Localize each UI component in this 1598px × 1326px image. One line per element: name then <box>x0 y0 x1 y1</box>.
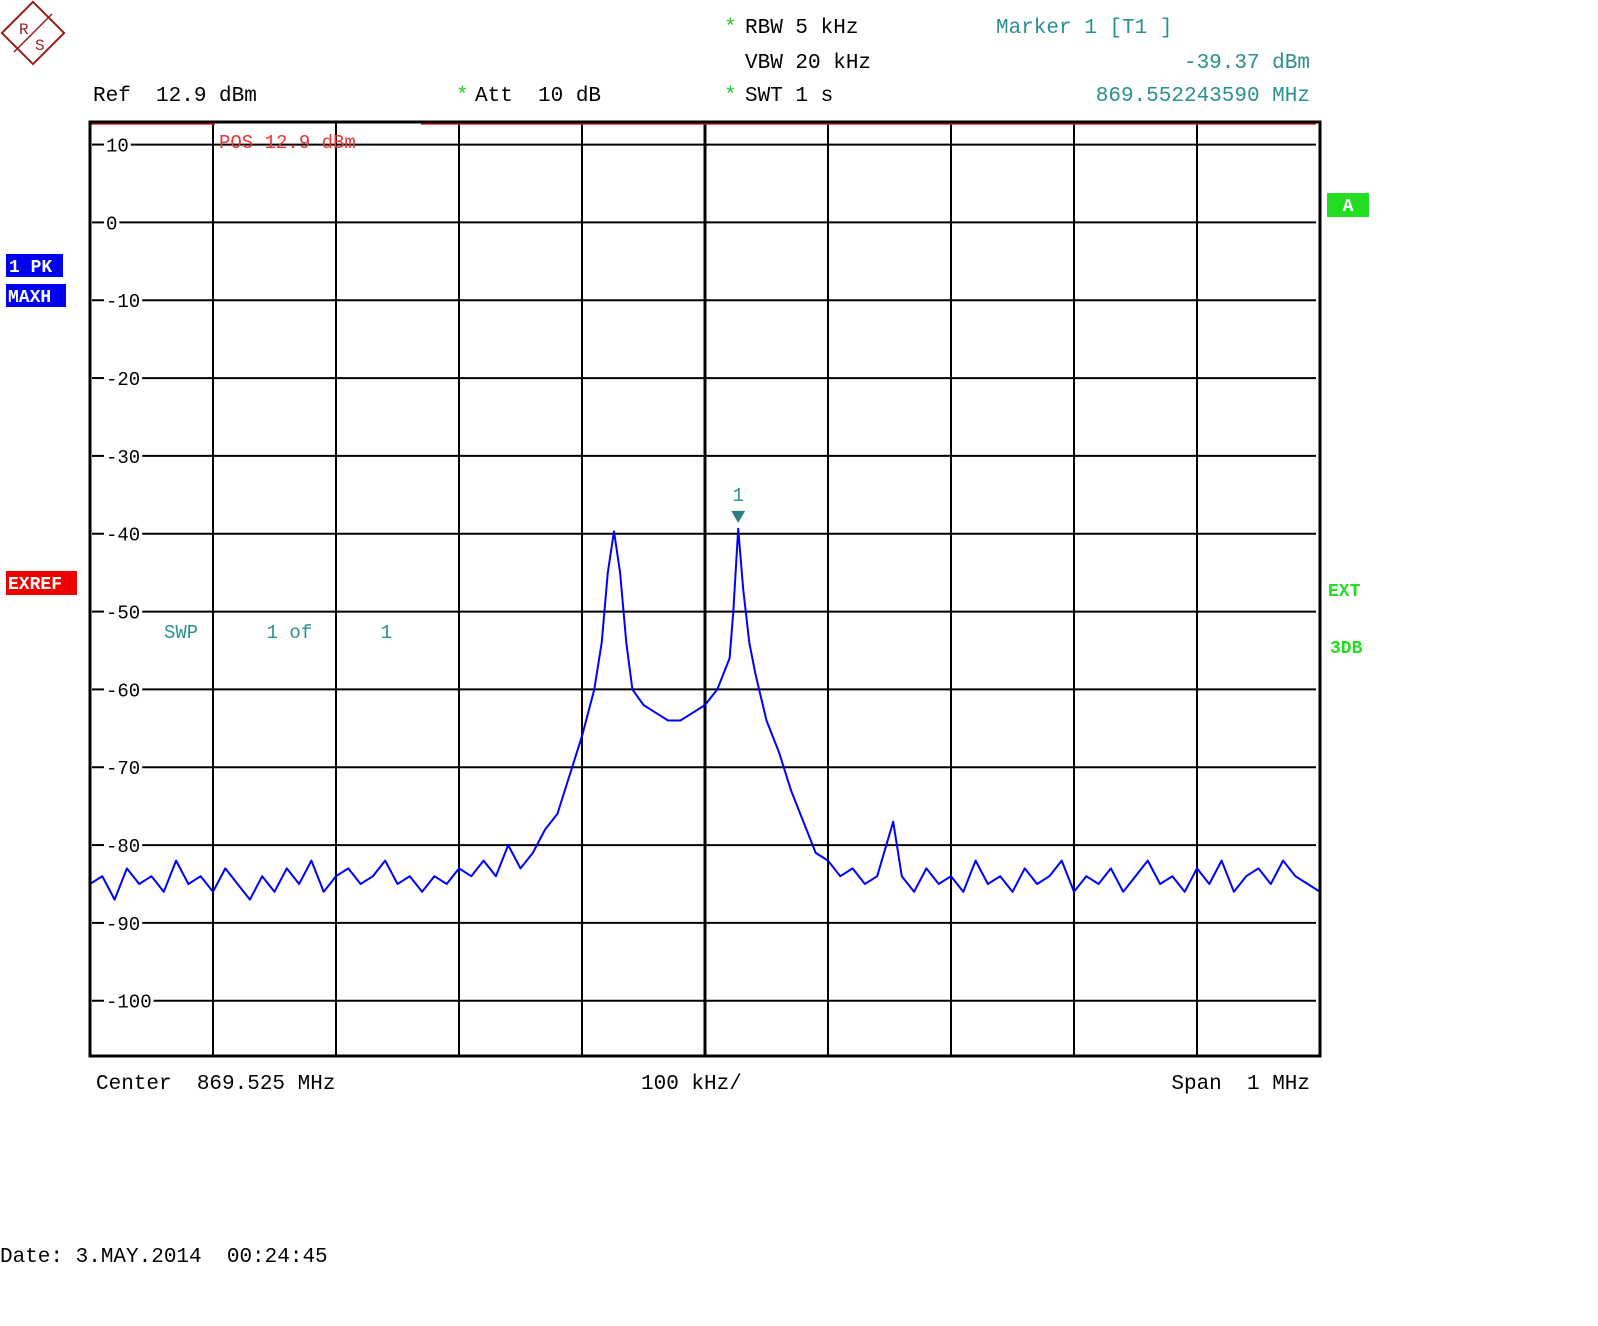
y-tick-label: -70 <box>106 758 140 780</box>
span: Span 1 MHz <box>1171 1073 1310 1096</box>
swt: SWT 1 s <box>745 85 833 108</box>
y-tick-label: -100 <box>106 992 152 1014</box>
rbw: RBW 5 kHz <box>745 17 858 40</box>
trace <box>89 527 1321 901</box>
center-frequency: Center 869.525 MHz <box>96 1073 335 1096</box>
y-tick-label: 0 <box>106 213 117 235</box>
detector-badge <box>6 284 66 307</box>
ref-level: Ref 12.9 dBm <box>93 85 257 108</box>
y-tick-label: 10 <box>106 136 129 158</box>
exref-label: EXREF <box>8 575 62 595</box>
y-tick-label: -90 <box>106 914 140 936</box>
y-tick-label: -20 <box>106 369 140 391</box>
pos-label: POS 12.9 dBm <box>219 132 356 154</box>
y-tick-label: -10 <box>106 291 140 313</box>
asterisk: * <box>724 17 737 40</box>
marker-level: -39.37 dBm <box>1184 52 1310 75</box>
plot-frame <box>88 120 1322 1058</box>
3db-label: 3DB <box>1330 639 1363 659</box>
plot: 10 0 -10 -20 -30 -40 -50 -60 -70 -80 -90 -100 POS 12… <box>88 120 1322 1058</box>
y-tick-label: -30 <box>106 447 140 469</box>
sweep-label: SWP 1 of 1 <box>164 622 392 644</box>
trace-badge <box>6 254 63 277</box>
y-tick-label: -50 <box>106 603 140 625</box>
logo-slash <box>13 13 53 53</box>
attenuation: Att 10 dB <box>475 85 601 108</box>
date: Date: 3.MAY.2014 00:24:45 <box>0 1246 328 1269</box>
logo-letter: S <box>35 37 45 55</box>
screen-label: A <box>1343 197 1354 217</box>
screen-badge <box>1327 193 1369 217</box>
trace-label: 1 PK <box>9 258 52 278</box>
logo-letter: R <box>19 21 29 39</box>
y-tick-label: -80 <box>106 836 140 858</box>
y-tick-label: -60 <box>106 680 140 702</box>
detector-label: MAXH <box>8 288 51 308</box>
vbw: VBW 20 kHz <box>745 52 871 75</box>
y-tick-label: -40 <box>106 525 140 547</box>
ext-label: EXT <box>1328 582 1361 602</box>
marker <box>731 510 746 523</box>
division: 100 kHz/ <box>641 1073 742 1096</box>
logo: R S <box>0 0 66 66</box>
exref-badge <box>6 571 77 595</box>
marker-frequency: 869.552243590 MHz <box>1096 85 1310 108</box>
marker-title: Marker 1 [T1 ] <box>996 17 1172 40</box>
asterisk: * <box>724 85 737 108</box>
marker-number: 1 <box>733 485 744 507</box>
asterisk: * <box>456 85 469 108</box>
